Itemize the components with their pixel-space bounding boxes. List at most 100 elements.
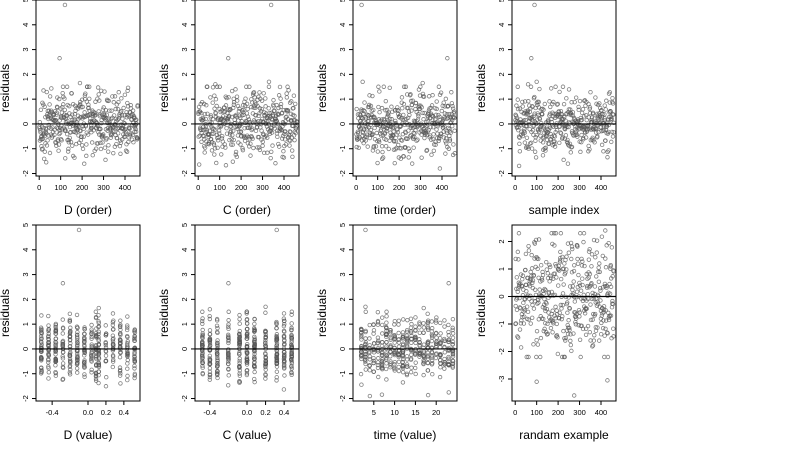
data-point	[611, 269, 616, 274]
data-point	[133, 129, 139, 134]
x-tick-label: 0	[513, 183, 517, 192]
y-axis-title: residuals	[0, 289, 12, 337]
data-point	[245, 106, 250, 112]
data-point	[605, 378, 610, 383]
data-point	[39, 369, 44, 374]
data-point	[557, 140, 562, 146]
plot-frame	[511, 224, 617, 402]
data-point	[592, 333, 597, 338]
data-point	[579, 117, 585, 123]
data-point	[252, 316, 257, 322]
data-point	[375, 360, 381, 365]
data-point	[548, 136, 554, 142]
data-point	[532, 2, 537, 8]
data-point	[446, 322, 451, 328]
data-point	[84, 142, 89, 147]
data-point	[446, 345, 452, 351]
data-point	[75, 338, 80, 343]
data-point	[416, 112, 421, 117]
data-point	[214, 323, 220, 328]
data-point	[94, 349, 99, 355]
y-tick-label: 0	[21, 347, 30, 351]
data-point	[563, 118, 568, 123]
data-point	[207, 372, 213, 377]
data-point	[589, 115, 595, 120]
data-point	[429, 353, 435, 359]
data-point	[409, 352, 414, 357]
data-point	[108, 116, 114, 122]
data-point	[446, 356, 451, 361]
data-point	[533, 155, 539, 160]
x-tick-label: -0.4	[46, 408, 59, 417]
data-point	[583, 112, 589, 118]
data-point	[124, 149, 130, 154]
data-point	[215, 355, 220, 361]
data-point	[447, 138, 453, 144]
data-point	[125, 366, 130, 371]
data-point	[272, 108, 277, 114]
data-point	[104, 112, 110, 118]
data-point	[281, 350, 287, 355]
data-point	[282, 365, 287, 370]
x-tick-label: 200	[393, 183, 406, 192]
y-tick-label: -2	[180, 170, 189, 177]
x-tick-label: 400	[119, 183, 132, 192]
data-point	[537, 86, 542, 92]
data-point	[207, 128, 212, 133]
data-point	[425, 311, 430, 317]
data-point	[367, 357, 373, 362]
data-point	[96, 324, 102, 329]
data-point	[60, 281, 66, 286]
data-point	[603, 107, 608, 112]
data-point	[81, 335, 87, 340]
data-point	[54, 143, 59, 148]
data-point	[272, 126, 277, 131]
data-point	[289, 366, 295, 371]
data-point	[208, 113, 214, 118]
data-point	[529, 252, 534, 258]
data-point	[281, 318, 287, 324]
data-point	[585, 292, 591, 297]
y-tick-label: -1	[21, 370, 30, 377]
points-group	[199, 227, 295, 392]
data-point	[399, 138, 405, 143]
data-point	[547, 111, 553, 116]
data-point	[96, 360, 101, 365]
data-point	[111, 150, 116, 156]
data-point	[289, 333, 294, 339]
data-point	[573, 316, 579, 321]
data-point	[132, 330, 138, 335]
data-point	[609, 118, 614, 123]
data-point	[592, 140, 597, 145]
y-tick-label: -2	[21, 170, 30, 177]
data-point	[207, 377, 212, 382]
data-point	[46, 352, 51, 357]
data-point	[419, 105, 424, 110]
data-point	[375, 320, 381, 325]
data-point	[60, 364, 66, 370]
data-point	[611, 112, 616, 117]
data-point	[536, 237, 542, 242]
data-point	[431, 148, 437, 153]
data-point	[365, 144, 370, 149]
data-point	[393, 121, 399, 126]
data-point	[394, 132, 399, 137]
data-point	[117, 354, 123, 360]
data-point	[590, 135, 595, 141]
data-point	[520, 104, 525, 109]
data-point	[263, 332, 268, 337]
data-point	[402, 117, 407, 122]
y-tick-label: -1	[338, 145, 347, 152]
y-tick-label: -2	[497, 170, 506, 177]
data-point	[132, 363, 137, 369]
data-point	[226, 334, 231, 339]
data-point	[604, 98, 609, 103]
data-point	[447, 126, 452, 132]
data-point	[215, 371, 220, 377]
data-point	[367, 368, 372, 373]
data-point	[450, 361, 455, 367]
x-axis-title: D (order)	[64, 203, 112, 217]
data-point	[106, 98, 111, 104]
data-point	[434, 335, 439, 340]
data-point	[224, 126, 229, 131]
